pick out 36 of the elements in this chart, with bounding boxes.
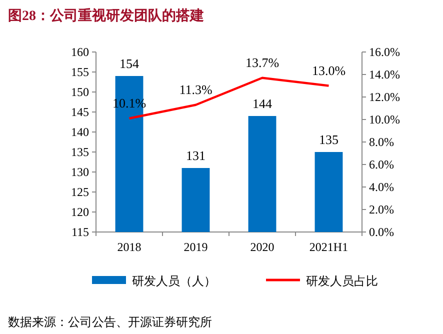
x-tick-label: 2019 [184,240,208,254]
y-tick-label: 125 [71,185,89,199]
y-tick-label: 130 [71,165,89,179]
y2-tick-label: 2.0% [369,202,394,216]
legend-label: 研发人员占比 [306,274,378,288]
y-tick-label: 160 [71,45,89,59]
source-note: 数据来源：公司公告、开源证券研究所 [8,315,212,329]
x-tick-label: 2021H1 [309,240,348,254]
y-tick-label: 120 [71,205,89,219]
x-tick-label: 2020 [250,240,274,254]
y2-tick-label: 0.0% [369,225,394,239]
y2-tick-label: 16.0% [369,45,400,59]
y-tick-label: 135 [71,145,89,159]
data-label: 135 [319,132,338,147]
y-tick-label: 145 [71,105,89,119]
data-label: 154 [120,56,140,71]
y2-tick-label: 10.0% [369,112,400,126]
title: 图28：公司重视研发团队的搭建 [8,9,204,24]
x-tick-label: 2018 [117,240,142,254]
y2-tick-label: 8.0% [369,135,394,149]
y-tick-label: 150 [71,85,89,99]
data-label: 13.7% [245,54,280,70]
legend-item: 研发人员占比 [266,274,378,288]
y2-tick-label: 12.0% [369,90,400,104]
y2-tick-label: 14.0% [369,68,400,82]
y2-tick-label: 4.0% [369,180,394,194]
y-tick-label: 115 [71,225,89,239]
legend-label: 研发人员（人） [132,274,216,288]
data-label: 13.0% [312,62,346,78]
data-label: 131 [186,148,206,163]
y-tick-label: 155 [71,65,89,79]
data-label: 11.3% [179,82,212,97]
y-tick-label: 140 [71,125,89,139]
y2-tick-label: 6.0% [369,158,394,172]
legend-item: 研发人员（人） [92,274,216,288]
data-label: 144 [252,96,272,111]
